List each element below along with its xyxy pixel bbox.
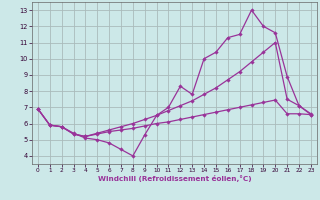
X-axis label: Windchill (Refroidissement éolien,°C): Windchill (Refroidissement éolien,°C) <box>98 175 251 182</box>
